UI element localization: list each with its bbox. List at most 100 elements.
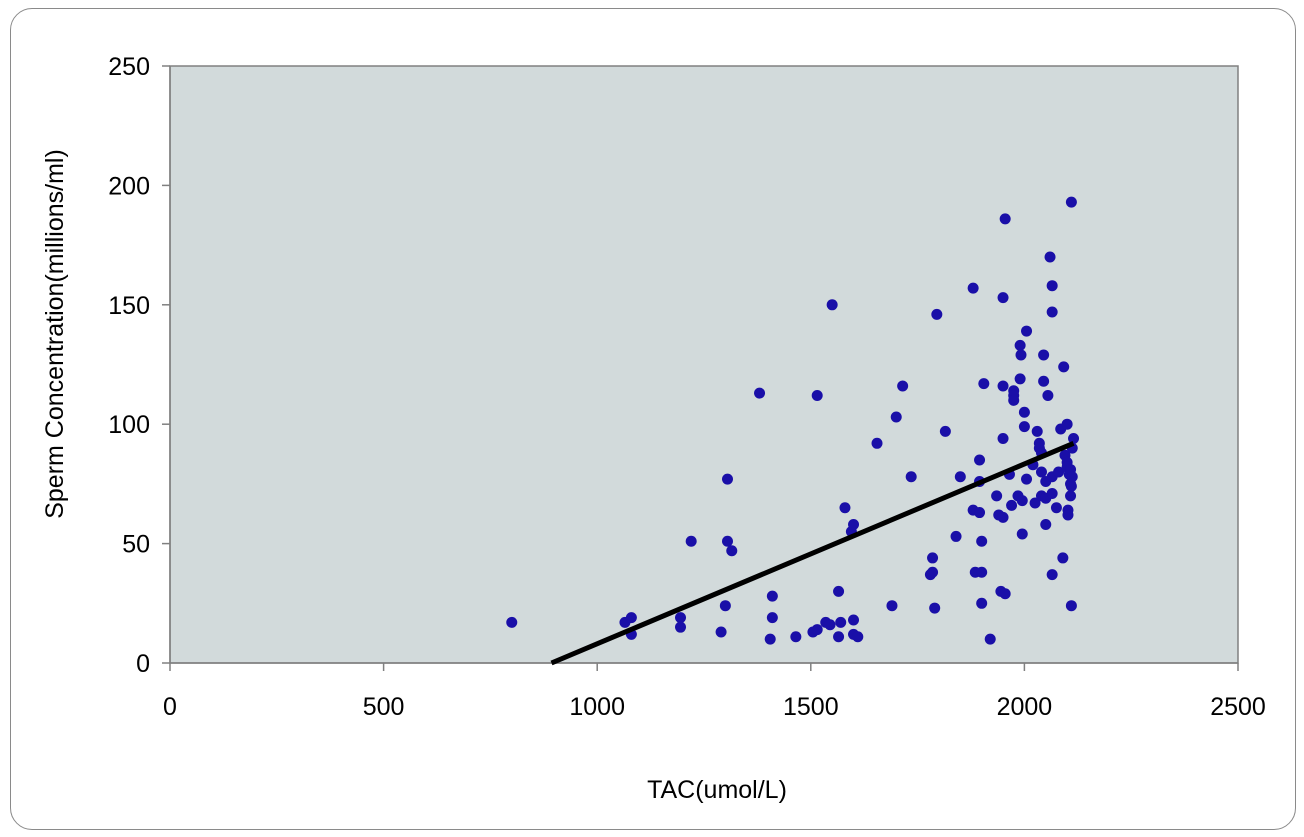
data-point (929, 602, 941, 614)
data-point (997, 511, 1009, 523)
data-point (976, 535, 988, 547)
data-point (506, 616, 518, 628)
data-point (1014, 339, 1026, 351)
data-point (766, 612, 778, 624)
data-point (1016, 495, 1028, 507)
data-point (1061, 418, 1073, 430)
data-point (852, 631, 864, 643)
data-point (833, 585, 845, 597)
plot-area (169, 65, 1239, 664)
data-point (790, 631, 802, 643)
data-point (721, 535, 733, 547)
y-axis-title: Sperm Concentration(millions/ml) (41, 149, 69, 519)
data-point (927, 552, 939, 564)
data-point (848, 614, 860, 626)
data-point (939, 425, 951, 437)
data-point (1065, 196, 1077, 208)
data-point (1040, 518, 1052, 530)
x-tick-label: 2500 (1210, 693, 1266, 721)
data-point (1021, 473, 1033, 485)
data-point (997, 292, 1009, 304)
data-point (811, 624, 823, 636)
data-point (927, 566, 939, 578)
data-point (1018, 421, 1030, 433)
trendline (550, 440, 1075, 666)
data-point (890, 411, 902, 423)
data-point (715, 626, 727, 638)
x-axis-title: TAC(umol/L) (647, 776, 787, 804)
data-point (1046, 306, 1058, 318)
data-point (1058, 361, 1070, 373)
data-point (954, 471, 966, 483)
data-point (848, 518, 860, 530)
data-point (1068, 433, 1080, 445)
data-point (1021, 325, 1033, 337)
y-tick-label: 0 (136, 650, 150, 678)
data-point (1057, 552, 1069, 564)
data-point (1065, 600, 1077, 612)
data-point (824, 619, 836, 631)
x-tick-label: 0 (163, 693, 177, 721)
data-point (978, 378, 990, 390)
data-point (1016, 528, 1028, 540)
data-point (999, 213, 1011, 225)
data-point (974, 454, 986, 466)
data-point (1015, 349, 1027, 361)
data-point (1031, 425, 1043, 437)
data-point (905, 471, 917, 483)
data-point (675, 612, 687, 624)
trendline-group (550, 440, 1075, 666)
data-point (976, 566, 988, 578)
data-point (967, 282, 979, 294)
data-point (1065, 480, 1077, 492)
data-point (754, 387, 766, 399)
data-point (997, 433, 1009, 445)
data-point (833, 631, 845, 643)
data-point (999, 588, 1011, 600)
x-tick-label: 500 (363, 693, 405, 721)
data-point (835, 616, 847, 628)
data-point (1038, 375, 1050, 387)
x-tick-label: 1500 (783, 693, 839, 721)
data-point (1006, 499, 1018, 511)
data-point (1066, 471, 1078, 483)
data-point (1046, 280, 1058, 292)
y-tick-label: 150 (108, 292, 150, 320)
y-tick-label: 200 (108, 172, 150, 200)
data-point (1050, 502, 1062, 514)
data-point (766, 590, 778, 602)
data-point (675, 621, 687, 633)
data-point (974, 507, 986, 519)
data-point (1053, 466, 1065, 478)
data-point (1008, 394, 1020, 406)
y-tick-label: 50 (122, 531, 150, 559)
data-point (685, 535, 697, 547)
data-point (719, 600, 731, 612)
data-point (1046, 569, 1058, 581)
data-point (1065, 490, 1077, 502)
data-point (839, 502, 851, 514)
data-point (1044, 251, 1056, 263)
data-point (897, 380, 909, 392)
y-tick-label: 250 (108, 53, 150, 81)
data-point (1014, 373, 1026, 385)
data-point (1042, 390, 1054, 402)
y-tick-group: 0 50 100 150 200 250 (108, 53, 170, 678)
data-point (625, 612, 637, 624)
data-point (931, 308, 943, 320)
x-tick-label: 1000 (569, 693, 625, 721)
data-point (1035, 466, 1047, 478)
data-point (976, 597, 988, 609)
data-point (764, 633, 776, 645)
x-tick-group: 0 500 1000 1500 2000 2500 (163, 663, 1266, 721)
data-points (506, 196, 1080, 645)
data-point (826, 299, 838, 311)
data-point (950, 530, 962, 542)
data-point (1018, 406, 1030, 418)
data-point (997, 380, 1009, 392)
x-tick-label: 2000 (997, 693, 1053, 721)
data-point (1029, 497, 1041, 509)
data-point (886, 600, 898, 612)
data-point (721, 473, 733, 485)
